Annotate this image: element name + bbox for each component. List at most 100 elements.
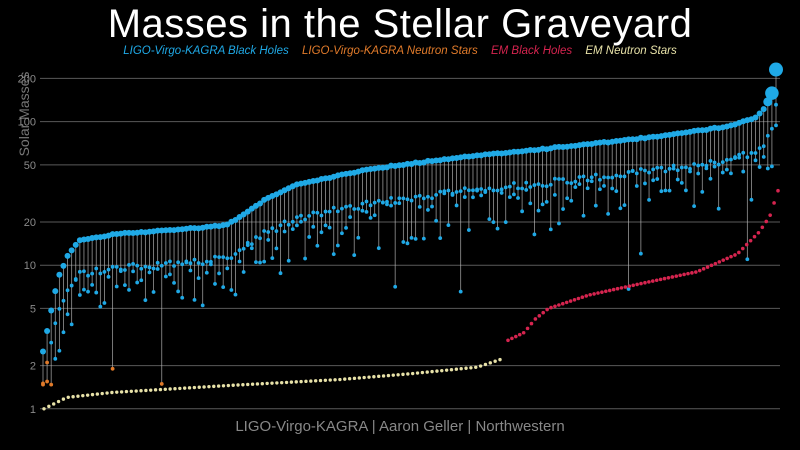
em-neutron-star-point (246, 382, 250, 387)
lvk-secondary-mass-point (569, 198, 574, 203)
lvk-secondary-mass-point (749, 197, 754, 202)
lvk-primary-mass-point (127, 262, 131, 267)
lvk-primary-mass-point (745, 155, 750, 160)
lvk-primary-mass-point (307, 213, 312, 218)
lvk-primary-mass-point (155, 260, 160, 265)
lvk-secondary-mass-point (290, 227, 295, 231)
lvk-primary-mass-point (528, 185, 533, 189)
legend-em-black-holes: EM Black Holes (490, 45, 573, 57)
em-neutron-star-point (381, 374, 386, 378)
lvk-primary-mass-point (401, 196, 406, 201)
lvk-secondary-mass-point (585, 186, 590, 191)
lvk-secondary-mass-point (122, 283, 127, 287)
lvk-secondary-mass-point (110, 366, 115, 371)
chart-title: Masses in the Stellar Graveyard (107, 2, 693, 46)
lvk-primary-mass-point (311, 210, 316, 215)
em-neutron-star-point (469, 366, 473, 370)
lvk-primary-mass-point (622, 174, 627, 179)
em-black-hole-point (568, 299, 573, 303)
lvk-secondary-mass-point (598, 187, 602, 192)
em-black-hole-point (740, 246, 745, 251)
lvk-secondary-mass-point (720, 170, 725, 175)
lvk-secondary-mass-point (376, 246, 381, 251)
em-black-hole-point (678, 273, 682, 278)
em-neutron-star-point (440, 368, 444, 373)
lvk-primary-mass-point (524, 180, 529, 185)
em-neutron-star-point (338, 377, 342, 382)
lvk-secondary-mass-point (503, 220, 508, 225)
em-black-hole-point (510, 336, 514, 341)
lvk-primary-mass-point (487, 186, 492, 191)
lvk-primary-mass-point (471, 188, 475, 193)
lvk-secondary-mass-point (204, 270, 209, 275)
lvk-primary-mass-point (192, 257, 197, 262)
lvk-primary-mass-point (200, 262, 205, 267)
em-black-hole-point (592, 292, 596, 296)
lvk-primary-mass-point (774, 102, 778, 107)
lvk-secondary-mass-point (352, 253, 357, 258)
em-black-hole-point (690, 271, 694, 275)
em-neutron-star-point (115, 390, 119, 394)
lvk-primary-mass-point (569, 181, 574, 186)
grid-lines (40, 77, 780, 410)
lvk-secondary-mass-point (643, 181, 647, 186)
lvk-primary-mass-point (372, 200, 377, 205)
lvk-primary-mass-point (614, 173, 619, 178)
lvk-secondary-mass-point (557, 221, 561, 226)
legend-em-neutron-stars: EM Neutron Stars (585, 45, 677, 57)
lvk-primary-mass-point (245, 240, 250, 245)
lvk-primary-mass-point (213, 254, 217, 259)
lvk-remnant-mass-point (40, 348, 46, 355)
lvk-primary-mass-point (229, 256, 234, 261)
lvk-secondary-mass-point (544, 199, 549, 204)
em-neutron-star-point (216, 384, 221, 388)
em-black-hole-point (600, 290, 604, 294)
lvk-primary-mass-point (135, 263, 140, 268)
em-black-hole-point (557, 303, 561, 307)
lvk-primary-mass-point (557, 177, 561, 181)
lvk-secondary-mass-point (303, 256, 307, 261)
lvk-secondary-mass-point (761, 155, 766, 159)
footer-credit: LIGO-Virgo-KAGRA | Aaron Geller | Northw… (235, 418, 565, 435)
em-neutron-star-point (134, 389, 138, 393)
lvk-primary-mass-point (303, 217, 307, 222)
lvk-primary-mass-point (520, 186, 525, 191)
em-neutron-star-point (163, 387, 167, 391)
lvk-primary-mass-point (630, 168, 635, 173)
y-tick-label: 50 (24, 160, 36, 172)
lvk-primary-mass-point (647, 170, 651, 175)
lvk-secondary-mass-point (626, 287, 631, 291)
lvk-primary-mass-point (581, 174, 586, 179)
em-neutron-star-point (178, 386, 182, 391)
lvk-secondary-mass-point (311, 224, 316, 229)
lvk-primary-mass-point (110, 264, 115, 269)
lvk-secondary-mass-point (286, 258, 291, 263)
lvk-secondary-mass-point (618, 206, 623, 211)
lvk-secondary-mass-point (573, 185, 578, 190)
em-black-hole-point (517, 332, 522, 337)
em-neutron-star-point (493, 359, 497, 363)
legend: LIGO-Virgo-KAGRA Black Holes LIGO-Virgo-… (0, 45, 800, 57)
em-neutron-star-point (406, 372, 410, 376)
lvk-primary-mass-point (180, 262, 185, 267)
em-neutron-star-point (250, 382, 255, 386)
lvk-secondary-mass-point (438, 236, 443, 241)
lvk-primary-mass-point (282, 219, 287, 224)
em-neutron-star-point (410, 371, 415, 376)
lvk-remnant-mass-point (68, 247, 75, 254)
lvk-primary-mass-point (69, 283, 74, 288)
lvk-secondary-mass-point (434, 218, 439, 223)
em-black-hole-point (545, 307, 549, 312)
em-black-hole-point (607, 288, 612, 293)
lvk-primary-mass-point (266, 230, 271, 234)
lvk-primary-mass-point (749, 151, 754, 155)
lvk-secondary-mass-point (98, 304, 103, 309)
lvk-secondary-mass-point (753, 158, 758, 163)
lvk-secondary-mass-point (405, 241, 410, 246)
lvk-primary-mass-point (106, 267, 111, 272)
lvk-secondary-mass-point (614, 189, 619, 194)
lvk-primary-mass-point (380, 200, 385, 205)
lvk-primary-mass-point (139, 266, 144, 271)
lvk-primary-mass-point (499, 187, 504, 192)
